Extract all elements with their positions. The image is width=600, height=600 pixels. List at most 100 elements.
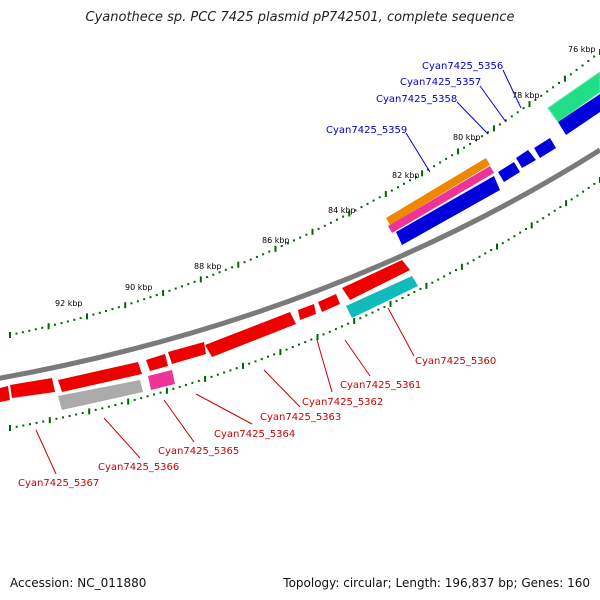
gene-label-5365[interactable]: Cyan7425_5365 [158, 446, 239, 457]
reverse-genes [0, 260, 418, 410]
minor-tick [224, 268, 227, 271]
minor-tick [62, 416, 64, 419]
gene-blue-3[interactable] [516, 150, 536, 168]
gene-pink-2[interactable] [148, 370, 175, 390]
major-tick [530, 222, 533, 229]
gene-blue-5[interactable] [396, 176, 500, 245]
minor-tick [553, 209, 556, 212]
minor-tick [174, 287, 177, 290]
leader-line [405, 132, 431, 173]
gene-red-4[interactable] [205, 312, 296, 357]
forward-genes [386, 71, 600, 245]
major-tick [563, 75, 566, 82]
minor-tick [133, 398, 136, 401]
minor-tick [342, 215, 345, 218]
gene-red-9[interactable] [0, 386, 10, 402]
minor-tick [395, 300, 398, 302]
minor-tick [463, 146, 466, 149]
minor-tick [354, 209, 357, 212]
minor-tick [481, 135, 483, 138]
minor-tick [547, 213, 550, 216]
major-tick [565, 200, 568, 207]
gene-label-5358[interactable]: Cyan7425_5358 [376, 94, 457, 105]
gene-orange[interactable] [386, 158, 490, 225]
gene-label-5361[interactable]: Cyan7425_5361 [340, 380, 421, 391]
gene-label-5356[interactable]: Cyan7425_5356 [422, 61, 503, 72]
minor-tick [305, 233, 308, 236]
minor-tick [581, 64, 584, 67]
gene-label-5367[interactable]: Cyan7425_5367 [18, 478, 99, 489]
minor-tick [587, 186, 590, 189]
gene-red-7[interactable] [58, 362, 142, 392]
minor-tick [81, 412, 84, 414]
minor-tick [443, 275, 446, 278]
gene-label-5362[interactable]: Cyan7425_5362 [302, 397, 383, 408]
backbone-arc [0, 147, 600, 381]
minor-tick [501, 242, 504, 245]
minor-tick [449, 272, 452, 275]
minor-tick [536, 220, 539, 223]
kbp-label: 92 kbp [55, 299, 83, 308]
major-tick [492, 125, 495, 132]
leader-line [502, 69, 522, 109]
gene-label-5364[interactable]: Cyan7425_5364 [214, 429, 295, 440]
kbp-label: 90 kbp [125, 283, 153, 292]
minor-tick [322, 333, 325, 336]
minor-tick [475, 139, 478, 142]
minor-tick [365, 314, 368, 317]
gene-cyan[interactable] [346, 276, 418, 318]
gene-label-5360[interactable]: Cyan7425_5360 [415, 356, 496, 367]
minor-tick [546, 90, 549, 93]
minor-tick [558, 82, 560, 84]
major-tick [384, 191, 387, 197]
minor-tick [223, 371, 226, 374]
minor-tick [334, 328, 337, 331]
minor-tick [396, 186, 399, 189]
leader-line [35, 429, 57, 475]
gene-red-2[interactable] [318, 294, 340, 312]
gene-red-5[interactable] [168, 342, 206, 364]
gene-green[interactable] [547, 71, 600, 123]
minor-tick [409, 179, 411, 182]
major-tick [496, 243, 498, 250]
major-tick [237, 261, 240, 268]
minor-tick [218, 271, 221, 274]
minor-tick [329, 221, 332, 224]
gene-red-3[interactable] [298, 304, 316, 320]
kbp-label: 86 kbp [262, 236, 290, 245]
minor-tick [383, 305, 386, 308]
minor-tick [149, 296, 152, 299]
gene-label-5357[interactable]: Cyan7425_5357 [400, 77, 481, 88]
gene-red-6[interactable] [146, 354, 168, 371]
major-tick [311, 228, 314, 235]
gene-label-5359[interactable]: Cyan7425_5359 [326, 125, 407, 136]
minor-tick [178, 385, 181, 388]
gene-blue-4[interactable] [498, 162, 520, 182]
gene-label-5366[interactable]: Cyan7425_5366 [98, 462, 179, 473]
minor-tick [73, 318, 76, 321]
minor-tick [54, 323, 56, 326]
gene-blue-1[interactable] [558, 94, 600, 135]
minor-tick [29, 423, 31, 426]
minor-tick [372, 199, 375, 202]
gene-red-1[interactable] [342, 260, 410, 300]
summary-text: Topology: circular; Length: 196,837 bp; … [283, 576, 590, 590]
gene-gray[interactable] [58, 380, 143, 410]
minor-tick [191, 381, 194, 384]
minor-tick [587, 60, 590, 62]
major-tick [279, 349, 282, 355]
major-tick [86, 313, 88, 320]
minor-tick [304, 341, 307, 344]
major-tick [162, 289, 165, 296]
gene-red-8[interactable] [10, 378, 55, 398]
minor-tick [431, 281, 434, 284]
minor-tick [21, 331, 24, 334]
gene-label-5363[interactable]: Cyan7425_5363 [260, 412, 341, 423]
gene-pink[interactable] [388, 166, 494, 233]
kbp-label: 80 kbp [453, 133, 481, 142]
accession-text: Accession: NC_011880 [10, 576, 147, 590]
minor-tick [534, 98, 537, 101]
minor-tick [168, 289, 171, 292]
minor-tick [92, 313, 95, 316]
gene-blue-2[interactable] [534, 138, 556, 158]
